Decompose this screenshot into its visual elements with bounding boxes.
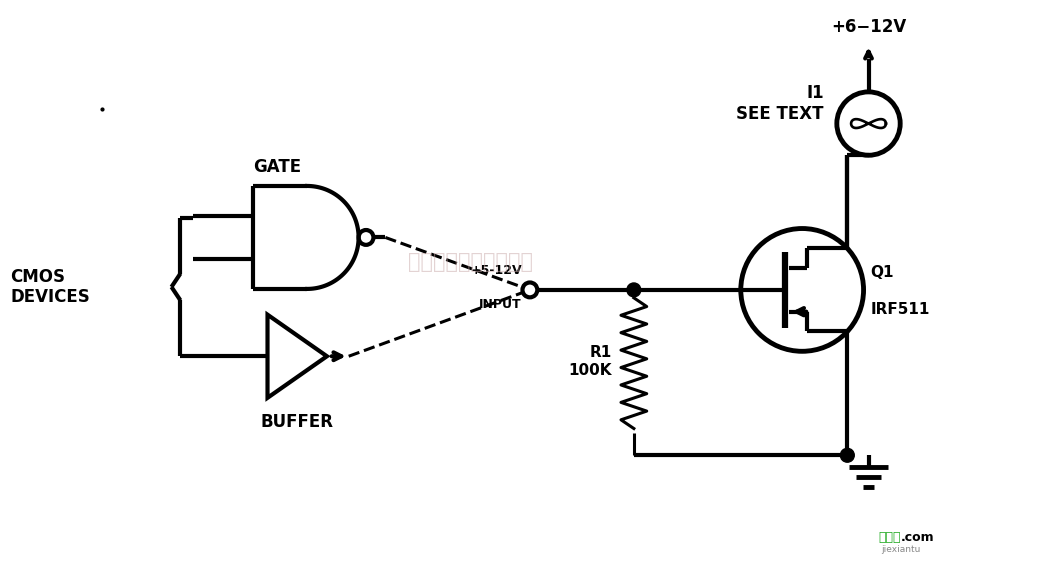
Text: .com: .com bbox=[901, 531, 935, 544]
Text: 接线图: 接线图 bbox=[879, 531, 901, 544]
Text: I1
SEE TEXT: I1 SEE TEXT bbox=[736, 84, 824, 123]
Text: IRF511: IRF511 bbox=[871, 302, 930, 317]
Circle shape bbox=[627, 283, 640, 297]
Text: +6−12V: +6−12V bbox=[830, 19, 906, 37]
Text: INPUT: INPUT bbox=[480, 298, 522, 311]
Text: 杭州特寁科技有限公司: 杭州特寁科技有限公司 bbox=[408, 252, 532, 272]
Text: +5-12V: +5-12V bbox=[470, 264, 522, 277]
Circle shape bbox=[522, 283, 538, 297]
Text: jiexiantu: jiexiantu bbox=[881, 545, 921, 554]
Text: BUFFER: BUFFER bbox=[261, 413, 333, 430]
Text: GATE: GATE bbox=[252, 158, 301, 176]
Text: R1
100K: R1 100K bbox=[569, 346, 612, 378]
Circle shape bbox=[841, 448, 854, 462]
Text: CMOS
DEVICES: CMOS DEVICES bbox=[10, 268, 90, 306]
Text: Q1: Q1 bbox=[871, 265, 894, 280]
